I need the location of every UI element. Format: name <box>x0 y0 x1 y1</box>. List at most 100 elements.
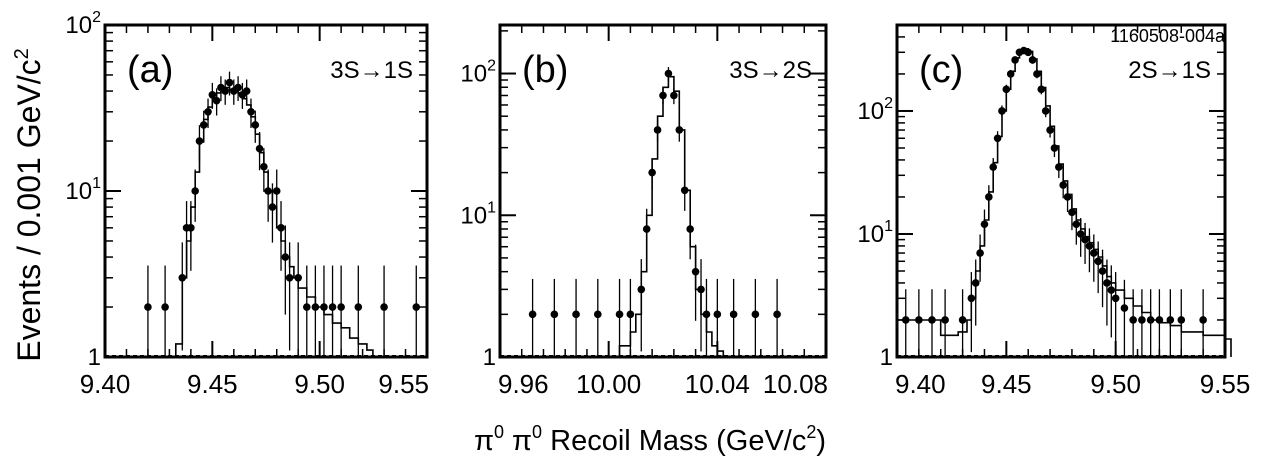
panel-a-data-point <box>251 121 260 129</box>
panel-c-transition: 2S→1S <box>1128 57 1211 84</box>
panel-a-data-point <box>294 273 303 282</box>
figure-id-label: 1160508-004a <box>1110 26 1226 46</box>
panel-a-data-point <box>199 121 208 129</box>
x-axis-label: π0 π0 Recoil Mass (GeV/c2) <box>474 422 826 457</box>
panel-b-data-point <box>670 91 678 100</box>
panel-c-x-tick-label: 9.40 <box>895 369 946 399</box>
panel-b-y-tick-label: 1 <box>483 344 496 371</box>
panel-c-data-point <box>1059 181 1067 189</box>
panel-c-data-point <box>1120 304 1129 312</box>
panel-c-data-point <box>941 316 949 324</box>
panel-c-data-point <box>1006 70 1015 78</box>
panel-a-data-point <box>277 224 285 232</box>
panel-a-data-point <box>412 303 421 311</box>
panel-c-label: (c) <box>919 49 963 91</box>
panel-c-data-point <box>1199 316 1207 324</box>
panel-b-data-point <box>642 225 651 233</box>
panel-c-data-point <box>1068 208 1076 217</box>
panel-a-data-point <box>221 87 230 95</box>
panel-c-data-point <box>1046 126 1054 134</box>
panel-a-data-point <box>161 303 169 311</box>
panel-c-data-point <box>1146 316 1155 324</box>
panel-c-data-point <box>1037 85 1046 94</box>
panel-c-data-point <box>980 220 989 229</box>
panel-a-data-point <box>328 303 337 311</box>
y-axis-label: Events / 0.001 GeV/c2 <box>11 48 47 362</box>
panel-a-data-point <box>191 187 199 195</box>
panel-c-y-tick-exp: 2 <box>884 95 893 112</box>
panel-c-data-point <box>998 107 1006 115</box>
panel-c-data-point <box>1024 48 1032 57</box>
panel-b-y-tick-exp: 1 <box>487 199 496 216</box>
panel-c-x-tick-label: 9.45 <box>981 369 1032 399</box>
panel-b-data-point <box>637 285 646 294</box>
panel-c-data-point <box>1138 316 1146 324</box>
panel-b-data-point <box>773 310 781 319</box>
panel-b-y-tick-base: 1 <box>483 344 496 371</box>
panel-b-data-point <box>648 168 656 177</box>
panel-a-data-point <box>268 203 277 211</box>
panel-c-data-point <box>1177 316 1186 324</box>
panel-a-data-point <box>285 273 294 282</box>
panel-c-data-point <box>993 134 1002 143</box>
panel-a-data-point <box>302 303 311 311</box>
panel-c-data-point <box>1081 235 1089 244</box>
panel-a-data-point <box>144 303 152 311</box>
panel-a-data-point <box>178 273 187 282</box>
panel-b-y-tick-base: 10 <box>460 61 487 88</box>
panel-c-data-point <box>976 249 984 257</box>
panel-c-data-point <box>1033 70 1041 78</box>
panel-a-transition: 3S→1S <box>330 57 413 84</box>
panel-b-data-point <box>594 310 602 319</box>
panel-a-y-tick-base: 10 <box>65 12 92 39</box>
panel-a-data-point <box>354 303 363 311</box>
panel-b-data-point <box>626 310 635 319</box>
panel-c-data-point <box>1002 85 1011 94</box>
panel-c-data-point <box>915 316 923 324</box>
panel-a-y-tick-label: 102 <box>65 9 101 39</box>
panel-b-data-point <box>729 310 738 319</box>
panel-b-data-point <box>550 310 559 319</box>
panel-c-data-point <box>958 316 967 324</box>
panel-c-data-point <box>1028 56 1037 64</box>
panel-b-y-tick-label: 102 <box>460 58 496 88</box>
panel-a-y-tick-exp: 2 <box>92 9 101 26</box>
panel-a-data-point <box>260 162 268 171</box>
panel-c-data-point <box>1107 286 1116 294</box>
panel-c-data-point <box>1011 56 1019 64</box>
panel-a-x-tick-label: 9.45 <box>187 369 238 399</box>
panel-b-y-tick-base: 10 <box>460 202 487 229</box>
panel-a-data-point <box>225 78 234 87</box>
panel-c-data-point <box>1055 163 1063 171</box>
panel-a-data-point <box>255 144 264 153</box>
panel-b-transition: 3S→2S <box>729 57 812 84</box>
panel-a-data-point <box>311 303 320 311</box>
panel-c-data-point <box>985 193 993 201</box>
panel-c-data-point <box>1090 249 1098 257</box>
panel-c-data-point <box>928 316 936 324</box>
panel-b-data-point <box>680 186 689 195</box>
panel-a-data-point <box>380 303 388 311</box>
panel-b-label: (b) <box>522 49 568 91</box>
panel-a-x-tick-label: 9.50 <box>294 369 345 399</box>
panel-c-data-point <box>1129 316 1137 324</box>
panel-b-data-point <box>664 69 673 78</box>
panel-a-data-point <box>264 187 272 195</box>
panel-a-y-tick-base: 10 <box>65 178 92 205</box>
panel-c-y-tick-label: 101 <box>857 218 893 248</box>
panel-c-data-point <box>1103 279 1111 287</box>
panel-b-x-tick-label: 10.00 <box>576 369 641 399</box>
panel-a-x-tick-label: 9.40 <box>80 369 131 399</box>
panel-c-data-point <box>1085 242 1094 250</box>
panel-b-data-point <box>686 225 694 233</box>
panel-a-y-tick-label: 101 <box>65 175 101 205</box>
panel-b-data-point <box>528 310 537 319</box>
panel-c-y-tick-base: 1 <box>880 344 893 371</box>
panel-a-y-tick-label: 1 <box>88 344 101 371</box>
panel-a-data-point <box>208 90 217 99</box>
panel-b-data-point <box>615 310 624 319</box>
panel-b-x-tick-label: 9.96 <box>498 369 549 399</box>
